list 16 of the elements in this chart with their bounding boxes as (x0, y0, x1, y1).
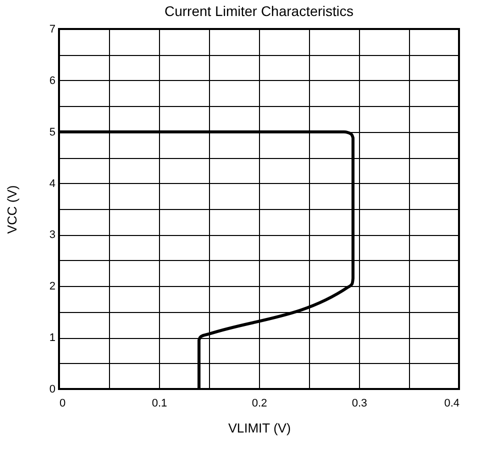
y-tick-label: 6 (49, 74, 56, 87)
x-tick-label: 0.3 (352, 398, 368, 410)
chart-title: Current Limiter Characteristics (164, 3, 354, 19)
y-axis-title: VCC (V) (4, 185, 20, 234)
x-tick-label: 0.1 (152, 398, 168, 410)
y-tick-label: 7 (49, 24, 56, 36)
x-tick-label: 0.4 (444, 398, 460, 410)
y-tick-label: 4 (49, 178, 56, 190)
x-tick-label: 0.2 (252, 398, 268, 410)
y-tick-label: 1 (49, 332, 56, 344)
y-tick-label: 5 (49, 126, 56, 138)
y-tick-label: 0 (49, 384, 56, 396)
y-tick-label: 3 (49, 229, 56, 242)
x-axis-title: VLIMIT (V) (228, 420, 291, 436)
y-tick-label: 2 (49, 280, 56, 293)
x-tick-label: 0 (60, 398, 66, 410)
